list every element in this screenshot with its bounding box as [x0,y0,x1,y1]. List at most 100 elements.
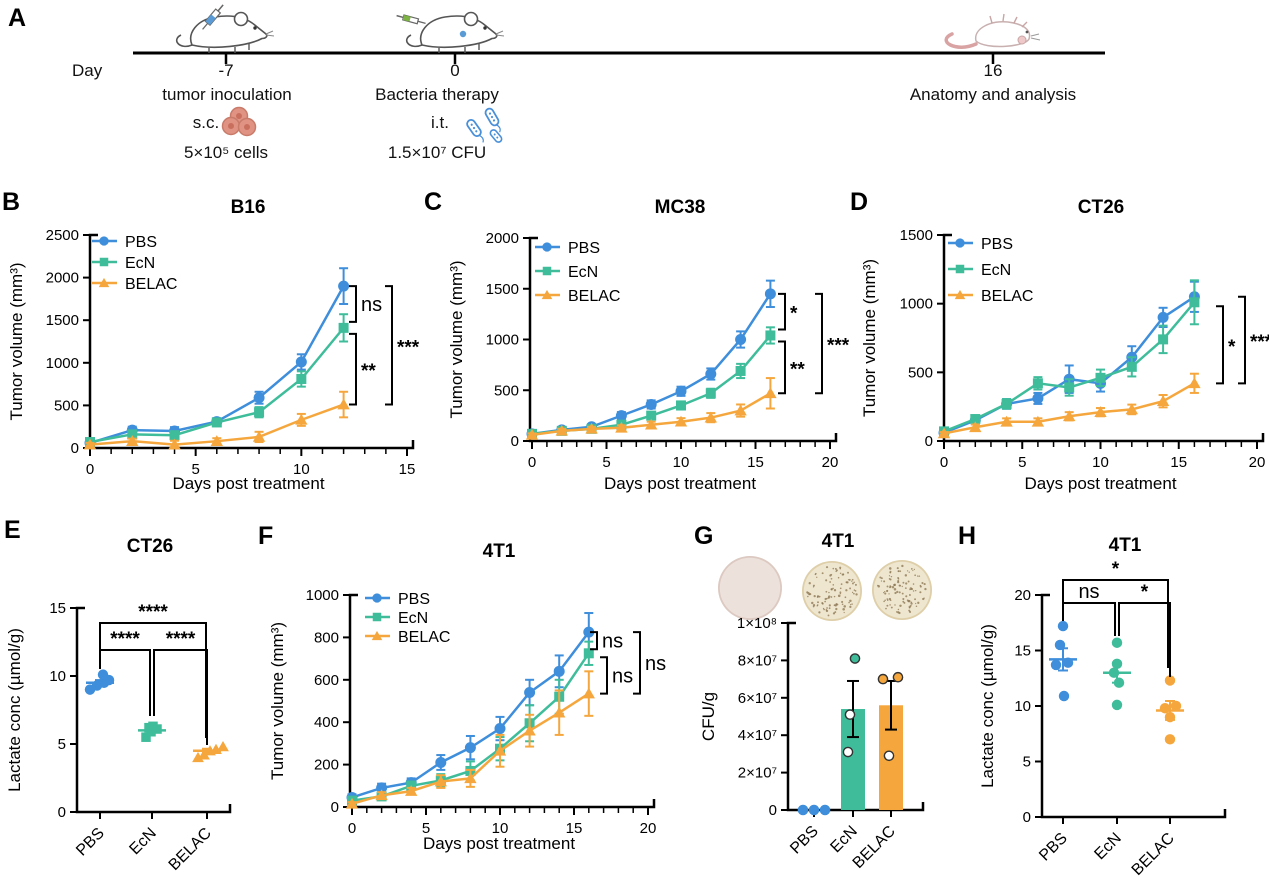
colony-dot [839,587,842,590]
x-category-label: BELAC [166,825,215,874]
syringe-icon [202,4,224,30]
y-tick-label: 0 [769,802,777,819]
data-point-circle [338,280,350,292]
data-point-square [1126,361,1137,372]
data-point-circle [764,288,776,300]
sig-label: **** [110,629,140,650]
data-point-circle [1062,657,1074,668]
colony-dot [912,569,914,572]
data-point-circle [735,334,747,345]
sig-label: **** [138,602,168,623]
y-tick-label: 1500 [486,281,519,298]
data-point-square [1095,372,1106,383]
data-point-circle [705,368,717,380]
bar-data-point [883,750,895,762]
data-point-triangle [645,418,658,430]
timeline-day-label: Day [72,61,103,80]
colony-dot [896,590,899,594]
data-point-circle [1111,699,1123,711]
sig-bracket [590,631,598,651]
data-point-triangle [525,428,539,440]
data-point-triangle [615,421,628,433]
sig-bracket [1118,602,1171,677]
colony-dot [888,578,891,580]
dish-agar [803,562,861,620]
colony-dot [825,566,829,569]
axes [348,593,656,809]
bar-data-point [842,746,854,758]
colony-dot [840,583,843,586]
colony-dot [888,575,891,577]
data-point-triangle [764,387,777,399]
legend-label: EcN [568,264,598,281]
x-axis-label: Days post treatment [423,834,575,853]
bar-data-point [849,653,861,664]
colony-dot [843,611,845,614]
sig-label: * [1141,582,1149,603]
dead-mouse-ear [1017,35,1027,45]
y-axis-label: Lactate conc (µmol/g) [5,628,24,792]
colony-dot [890,575,893,578]
colony-dot [915,605,918,608]
data-point-circle [1164,675,1176,686]
data-point-square [955,264,965,274]
colony-dot [902,600,905,603]
colony-dot [890,606,893,609]
y-axis-label: Tumor volume (mm³) [860,259,879,417]
y-tick-label: 1000 [306,587,339,604]
colony-dot [834,604,838,607]
colony-dot [910,567,913,570]
colony-dot [818,595,821,598]
data-point-triangle [674,415,688,427]
y-tick-label: 1000 [900,296,933,313]
y-tick-label: 1×10⁸ [737,615,777,632]
timeline-route: s.c. [192,113,220,132]
colony-dot [835,607,838,611]
colony-dot [888,593,890,595]
data-point-triangle [553,706,566,718]
colony-dot [851,578,854,581]
colony-dot [904,574,908,577]
legend-label: EcN [125,255,155,272]
data-point-circle [1111,658,1123,670]
x-category-label: BELAC [1129,830,1178,879]
colony-dot [853,589,856,591]
y-tick-label: 4×10⁷ [738,727,777,744]
legend-label: PBS [125,234,157,251]
colony-dot [847,579,850,581]
data-point-triangle [541,289,553,300]
colony-dot [842,607,845,611]
data-point-triangle [252,430,266,442]
colony-dot [899,570,902,573]
y-tick-label: 0 [511,433,519,450]
sig-label: * [1228,337,1236,358]
colony-dot [839,572,842,575]
data-point-triangle [734,404,747,416]
data-point-triangle [1063,410,1076,422]
sig-label: ** [790,359,805,380]
data-point-triangle [1000,415,1013,427]
colony-dot [807,595,809,598]
timeline-graphic [133,4,1105,143]
data-point-triangle [937,427,951,439]
data-point-triangle [405,785,418,796]
colony-dot [845,589,848,592]
x-category-label: PBS [1036,830,1071,865]
dead-mouse-icon [944,13,1041,49]
colony-dot [893,588,897,591]
timeline-event-title: Anatomy and analysis [909,85,1077,104]
bar-data-point [892,671,904,683]
sig-label: **** [166,629,196,650]
colony-dot [827,596,830,599]
data-point-circle [542,242,552,252]
sig-label: *** [827,336,850,357]
colony-dot [914,574,916,577]
bar-data-point [877,673,889,685]
data-point-triangle [337,398,350,410]
x-tick-label: 0 [86,461,94,478]
data-point-triangle [555,424,568,436]
dish-agar [873,561,931,619]
sig-bracket [1062,602,1116,636]
colony-dot [813,594,816,598]
